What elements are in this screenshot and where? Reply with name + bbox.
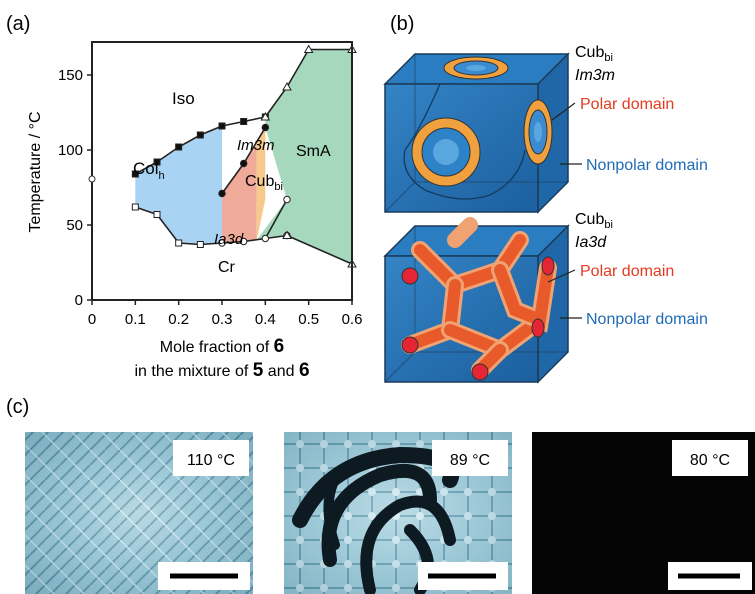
- phase-label-ia3d: Ia3d: [214, 231, 244, 248]
- axis-ticks: 0 0.1 0.2 0.3 0.4 0.5 0.6 0 50 100 150: [58, 67, 362, 328]
- region-im3m: [243, 117, 266, 240]
- cube-bottom-phase: Ia3d: [575, 234, 607, 251]
- panel-a-label: (a): [6, 13, 30, 35]
- micrograph-3-temp: 80 °C: [690, 452, 730, 469]
- region-ia3d: [222, 145, 257, 243]
- x-axis-title-line1: Mole fraction of 6: [160, 336, 284, 357]
- data-point-iso: [218, 122, 226, 130]
- panel-c-label: (c): [6, 396, 29, 418]
- phase-data-points: [131, 44, 357, 268]
- micrograph-110C: [25, 432, 253, 594]
- boundary-sma-iso: [264, 48, 352, 118]
- axis-point-marker: [88, 175, 96, 183]
- cube-bottom-title: Cubbi: [575, 211, 613, 231]
- panel-b-label: (b): [390, 13, 414, 35]
- data-point-sma: [303, 44, 314, 53]
- micrograph-2-temp: 89 °C: [450, 452, 490, 469]
- phase-label-cr: Cr: [218, 259, 236, 276]
- cube-bottom-nonpolar-label: Nonpolar domain: [586, 311, 708, 328]
- y-tick-label: 100: [58, 142, 83, 159]
- data-point-cub-sma: [283, 195, 291, 204]
- y-tick-label: 150: [58, 67, 83, 84]
- data-point-crystal: [131, 203, 139, 211]
- phase-label-cubbi: Cubbi: [245, 173, 283, 193]
- data-point-iso: [153, 158, 161, 166]
- x-tick-label: 0.2: [168, 311, 189, 328]
- cube-im3m-illustration: [383, 52, 582, 214]
- cube-top-phase: Im3m: [575, 67, 615, 84]
- cube-top-nonpolar-label: Nonpolar domain: [586, 157, 708, 174]
- x-tick-label: 0.4: [255, 311, 276, 328]
- x-tick-label: 0.1: [125, 311, 146, 328]
- data-point-sma: [260, 111, 271, 121]
- data-point-sma: [282, 81, 292, 91]
- phase-label-sma: SmA: [296, 143, 331, 160]
- data-point-iso: [240, 118, 248, 125]
- data-point-crystal: [196, 241, 204, 248]
- data-point-crystal: [218, 239, 226, 247]
- data-point-iso: [196, 131, 204, 139]
- x-tick-label: 0: [88, 311, 96, 328]
- boundary-cub-sma: [264, 199, 288, 239]
- data-point-iso: [175, 143, 183, 151]
- data-point-crystal: [261, 234, 270, 243]
- data-point-ia3d: [218, 189, 226, 198]
- x-tick-label: 0.5: [298, 311, 319, 328]
- cube-bottom-polar-label: Polar domain: [580, 263, 674, 280]
- y-axis-title: Temperature / °C: [27, 111, 44, 232]
- cube-top-polar-label: Polar domain: [580, 96, 674, 113]
- x-tick-label: 0.3: [212, 311, 233, 328]
- data-point-crystal: [175, 239, 183, 247]
- micrograph-1-temp: 110 °C: [187, 452, 235, 469]
- data-point-ia3d: [239, 159, 248, 168]
- x-tick-label: 0.6: [342, 311, 363, 328]
- x-axis-title-line2: in the mixture of 5 and 6: [134, 360, 309, 381]
- y-tick-label: 50: [66, 217, 83, 234]
- y-tick-label: 0: [75, 292, 83, 309]
- boundary-crystal-right: [286, 234, 353, 265]
- data-point-iso: [131, 170, 139, 178]
- cube-top-title: Cubbi: [575, 44, 613, 64]
- data-point-crystal: [153, 211, 161, 218]
- data-point-crystal-right: [282, 230, 292, 239]
- cube-ia3d-illustration: [383, 217, 582, 384]
- region-colh: [135, 126, 222, 245]
- micrograph-80C: [532, 432, 755, 594]
- micrograph-89C: [284, 432, 512, 594]
- phase-label-iso: Iso: [172, 89, 195, 108]
- phase-label-colh: Colh: [133, 159, 165, 182]
- phase-label-im3m: Im3m: [237, 137, 275, 154]
- data-point-crystal: [239, 237, 248, 246]
- data-point-ia3d: [261, 123, 270, 132]
